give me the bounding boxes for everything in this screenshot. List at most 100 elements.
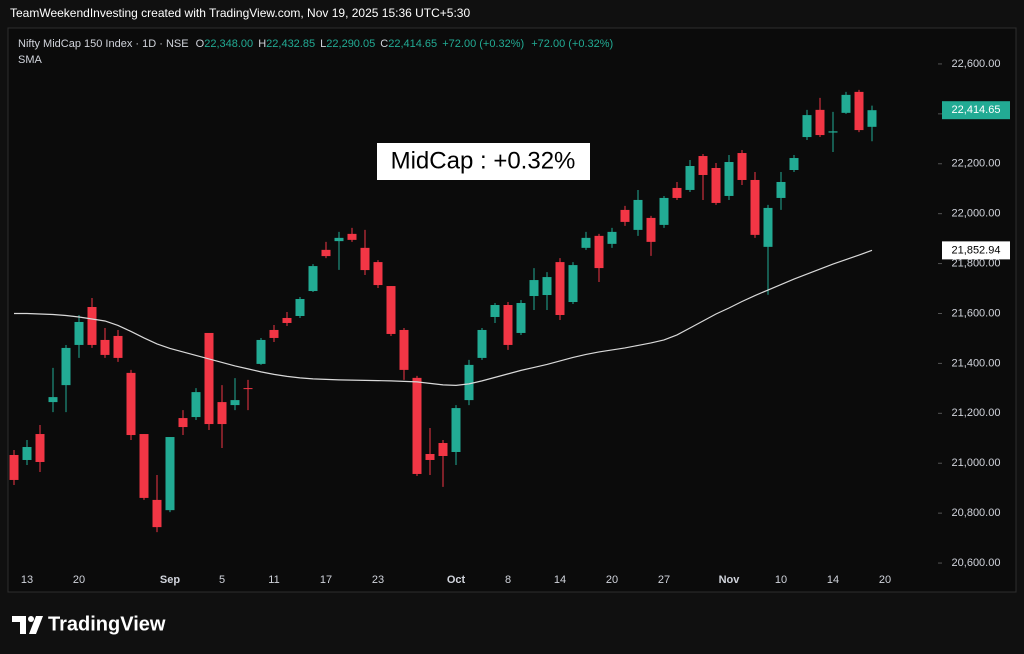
legend-key: O [196, 38, 205, 50]
x-tick-label: 11 [268, 574, 279, 586]
candle-body [516, 303, 526, 333]
brand-logo [12, 616, 43, 634]
y-tick-label: 20,800.00 [952, 507, 1001, 519]
candle-body [178, 418, 188, 428]
candle-body [737, 153, 747, 180]
candle-body [724, 162, 734, 196]
y-tick-label: 21,000.00 [952, 457, 1001, 469]
candle-body [789, 158, 799, 170]
candle-body [152, 499, 162, 528]
x-tick-label: Nov [719, 574, 741, 586]
candle-body [594, 235, 604, 269]
candle-body [74, 321, 84, 345]
candle-body [815, 109, 825, 136]
candle-body [854, 91, 864, 131]
y-tick-label: 20,600.00 [952, 557, 1001, 569]
price-tag [942, 101, 1010, 120]
x-tick-label: 8 [505, 574, 511, 586]
candle-body [373, 262, 383, 286]
x-tick-label: 20 [879, 574, 891, 586]
sma-legend: SMA [18, 54, 43, 66]
candle-body [243, 388, 253, 390]
header: TeamWeekendInvesting created with Tradin… [10, 6, 470, 20]
candle-body [295, 299, 305, 316]
y-tick-label: 22,200.00 [952, 158, 1001, 170]
candle-body [48, 397, 58, 403]
candle-body [607, 231, 617, 244]
annotation-box [377, 143, 590, 180]
candle-body [659, 197, 669, 225]
brand: TradingView [48, 613, 166, 635]
legend-key: L [320, 38, 326, 50]
candle-body [360, 247, 370, 271]
candle-body [282, 317, 292, 323]
candle-body [230, 400, 240, 406]
x-tick-label: 20 [606, 574, 618, 586]
sma-tag [942, 241, 1010, 260]
sma-tag-label: 21,852.94 [952, 244, 1001, 256]
candle-body [698, 156, 708, 175]
legend-value: 22,414.65 [388, 38, 437, 50]
y-tick-label: 21,600.00 [952, 307, 1001, 319]
candle-body [412, 377, 422, 474]
candle-body [35, 434, 45, 462]
price-tag-label: 22,414.65 [952, 104, 1001, 116]
candle-body [776, 181, 786, 198]
candle-body [100, 339, 110, 355]
legend-value: 22,348.00 [204, 38, 253, 50]
candle-body [334, 237, 344, 242]
x-tick-label: 17 [320, 574, 332, 586]
x-tick-label: 23 [372, 574, 384, 586]
x-tick-label: 20 [73, 574, 85, 586]
y-tick-label: 22,600.00 [952, 58, 1001, 70]
candle-body [464, 364, 474, 401]
candle-body [9, 454, 19, 480]
candle-body [126, 372, 136, 436]
legend-key: C [380, 38, 388, 50]
y-tick-label: 21,200.00 [952, 407, 1001, 419]
change: +72.00 (+0.32%) [531, 38, 613, 50]
legend-key: H [258, 38, 266, 50]
candle-body [646, 217, 656, 242]
candle-body [438, 443, 448, 456]
legend-value: 22,290.05 [326, 38, 375, 50]
candle-body [256, 339, 266, 364]
change: +72.00 (+0.32%) [442, 38, 524, 50]
candle-body [802, 115, 812, 138]
sma-line [14, 249, 873, 386]
x-tick-label: 5 [219, 574, 225, 586]
candle-body [529, 280, 539, 297]
candle-body [633, 199, 643, 230]
candle-body [763, 207, 773, 247]
candle-body [386, 286, 396, 334]
candle-body [217, 402, 227, 425]
legend: Nifty MidCap 150 Index · 1D · NSE O22,34… [18, 38, 613, 50]
candles [9, 89, 877, 533]
x-tick-label: 10 [775, 574, 787, 586]
candle-body [399, 329, 409, 370]
x-tick-label: Sep [160, 574, 180, 586]
candle-body [477, 329, 487, 358]
candle-body [750, 179, 760, 235]
candle-body [672, 187, 682, 198]
x-tick-label: Oct [447, 574, 466, 586]
candle-body [87, 307, 97, 345]
x-tick-label: 14 [554, 574, 566, 586]
candle-body [490, 305, 500, 317]
candle-body [828, 131, 838, 133]
candle-body [204, 332, 214, 425]
candle-body [191, 392, 201, 418]
candle-body [321, 249, 331, 257]
y-tick-label: 21,800.00 [952, 257, 1001, 269]
candle-body [113, 335, 123, 358]
legend-value: 22,432.85 [266, 38, 315, 50]
x-tick-label: 14 [827, 574, 839, 586]
candle-body [685, 166, 695, 190]
y-tick-label: 21,400.00 [952, 357, 1001, 369]
candle-body [451, 408, 461, 452]
candle-body [555, 262, 565, 315]
candle-body [568, 265, 578, 303]
x-tick-label: 27 [658, 574, 670, 586]
